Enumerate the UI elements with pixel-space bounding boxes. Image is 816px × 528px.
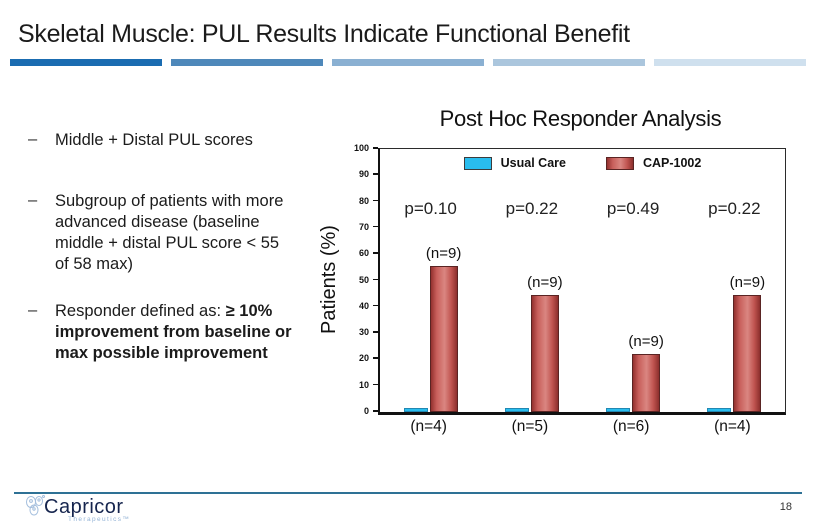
p-value-label: p=0.22 — [505, 199, 559, 218]
x-category-label: (n=6) — [612, 418, 650, 435]
y-tick-label: 30 — [358, 327, 369, 338]
footer-divider — [14, 492, 802, 494]
y-tick-mark — [373, 278, 378, 280]
bullet-marker: – — [28, 301, 38, 319]
usual-care-bar — [707, 408, 732, 412]
p-value-label: p=0.49 — [606, 199, 660, 218]
accent-bar-1 — [10, 59, 162, 66]
y-tick-mark — [373, 147, 378, 149]
accent-bar-3 — [332, 59, 484, 66]
y-tick-mark — [373, 199, 378, 202]
y-tick-label: 70 — [358, 221, 369, 232]
y-tick-mark — [373, 304, 378, 307]
y-tick-mark — [373, 357, 378, 359]
y-tick-label: 40 — [358, 300, 369, 311]
bullet-item: – Middle + Distal PUL scores — [28, 130, 318, 151]
cap-1002-bar — [632, 353, 661, 412]
accent-bar-2 — [171, 59, 323, 66]
bar-count-label: (n=9) — [425, 244, 462, 262]
title-accent-bars — [10, 59, 806, 66]
legend-label-usual-care: Usual Care — [500, 156, 566, 170]
y-tick-mark — [373, 252, 378, 254]
usual-care-bar — [403, 408, 428, 412]
y-tick-mark — [373, 173, 378, 175]
y-tick-mark — [373, 225, 378, 228]
bar-group: (n=9) — [481, 149, 582, 412]
bullet-text: Middle + Distal PUL scores — [55, 131, 253, 149]
y-tick-label: 80 — [358, 195, 369, 206]
x-category-label: (n=4) — [410, 418, 447, 435]
legend-item-usual-care: Usual Care — [463, 156, 566, 170]
cap-1002-bar — [733, 295, 762, 412]
capricor-logo: Capricor Therapeutics™ — [22, 495, 131, 524]
bullet-list: – Middle + Distal PUL scores – Subgroup … — [28, 130, 318, 404]
x-labels: (n=4) (n=5) (n=6) (n=4) — [378, 418, 783, 436]
legend-swatch-cap-1002 — [605, 156, 634, 170]
bullet-bold-text: ≥ 10% improvement from baseline or max p… — [55, 302, 292, 362]
accent-bar-4 — [493, 59, 645, 66]
bar-group: (n=9) — [684, 149, 785, 412]
plot-area: (n=9) (n=9) (n=9) (n=9) Usual Care CAP-1002… — [378, 148, 786, 415]
bar-groups: (n=9) (n=9) (n=9) (n=9) — [380, 149, 785, 412]
x-category-label: (n=5) — [511, 418, 549, 435]
bullet-item: – Subgroup of patients with more advance… — [28, 191, 318, 275]
legend-label-cap-1002: CAP-1002 — [642, 156, 702, 170]
slide-title: Skeletal Muscle: PUL Results Indicate Fu… — [18, 20, 630, 48]
p-value-label: p=0.10 — [404, 199, 457, 218]
accent-bar-5 — [654, 59, 806, 66]
legend-item-cap-1002: CAP-1002 — [605, 156, 702, 170]
bar-count-label: (n=9) — [628, 332, 664, 350]
bullet-item: – Responder defined as: ≥ 10% improvemen… — [28, 301, 318, 364]
cap-1002-bar — [429, 265, 458, 412]
y-tick-mark — [373, 331, 378, 333]
x-category-label: (n=4) — [714, 418, 751, 435]
bullet-text: Responder defined as: — [55, 302, 222, 320]
usual-care-bar — [606, 408, 631, 412]
y-tick-mark — [373, 383, 378, 386]
y-tick-mark — [373, 410, 378, 412]
y-tick-label: 0 — [363, 406, 369, 416]
y-axis: 0 10 20 30 40 50 60 70 80 90 100 — [336, 143, 378, 416]
y-tick-label: 90 — [358, 169, 369, 180]
y-tick-label: 20 — [358, 353, 369, 364]
usual-care-bar — [504, 408, 529, 412]
bullet-text: Subgroup of patients with more advanced … — [55, 192, 284, 273]
y-tick-label: 10 — [358, 379, 369, 390]
y-tick-label: 50 — [358, 274, 369, 285]
bullet-marker: – — [28, 130, 38, 148]
bullet-marker: – — [28, 191, 38, 209]
y-tick-label: 100 — [353, 143, 369, 153]
legend-swatch-usual-care — [463, 156, 492, 170]
bar-count-label: (n=9) — [729, 274, 766, 292]
y-tick-label: 60 — [358, 248, 369, 259]
bar-group: (n=9) — [583, 149, 684, 412]
pvalue-row: p=0.10 p=0.22 p=0.49 p=0.22 — [380, 199, 785, 219]
bar-count-label: (n=9) — [527, 274, 563, 292]
chart-title: Post Hoc Responder Analysis — [439, 106, 722, 131]
p-value-label: p=0.22 — [708, 199, 761, 218]
legend: Usual Care CAP-1002 — [380, 156, 785, 170]
bar-group: (n=9) — [380, 149, 481, 412]
cap-1002-bar — [530, 295, 559, 412]
logo-text: Capricor — [44, 496, 124, 518]
logo-cells-icon — [26, 495, 45, 516]
logo-subtext: Therapeutics™ — [68, 516, 131, 523]
page-number: 18 — [779, 501, 792, 513]
